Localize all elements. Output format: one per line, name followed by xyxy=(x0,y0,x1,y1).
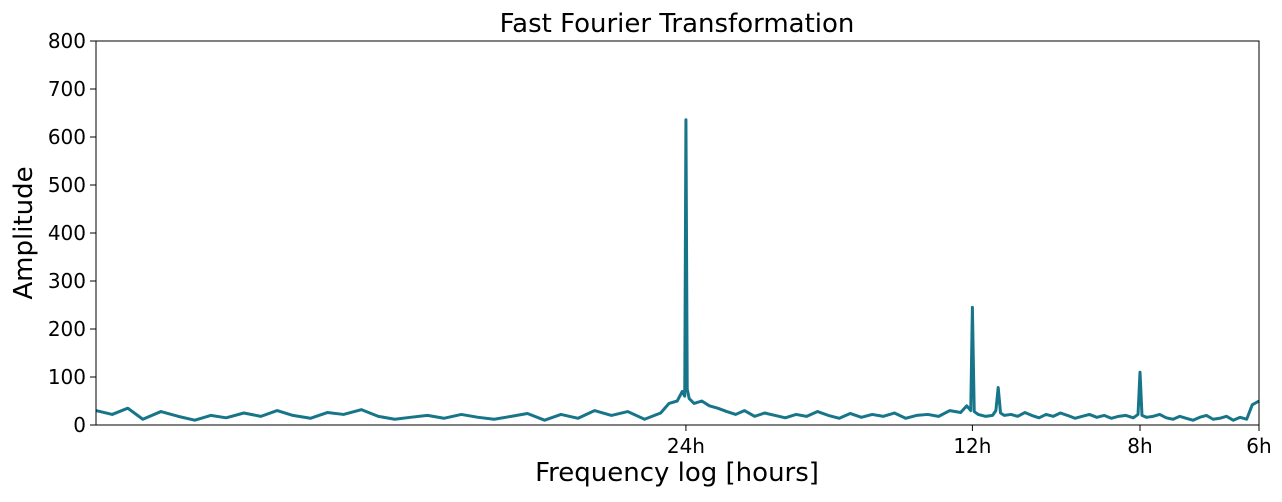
y-tick-label: 400 xyxy=(48,221,86,245)
x-axis-label: Frequency log [hours] xyxy=(535,458,819,488)
chart-title: Fast Fourier Transformation xyxy=(500,9,855,39)
x-tick-label: 6h xyxy=(1246,434,1271,458)
y-tick-label: 100 xyxy=(48,365,86,389)
y-tick-label: 800 xyxy=(48,29,86,53)
y-tick-label: 200 xyxy=(48,317,86,341)
series-line xyxy=(95,118,1260,422)
y-tick-label: 600 xyxy=(48,125,86,149)
tick-layer: 0 100 200 300 400 500 600 700 800 24h 12h 8h 6h xyxy=(48,29,1272,458)
x-tick-label: 12h xyxy=(953,434,991,458)
x-tick-label: 24h xyxy=(667,434,705,458)
y-axis-label: Amplitude xyxy=(9,166,39,299)
y-tick-label: 700 xyxy=(48,77,86,101)
y-tick-label: 500 xyxy=(48,173,86,197)
y-tick-label: 0 xyxy=(73,413,86,437)
plot-frame xyxy=(95,40,1260,426)
y-tick-label: 300 xyxy=(48,269,86,293)
series-layer xyxy=(95,118,1260,422)
x-tick-label: 8h xyxy=(1127,434,1152,458)
